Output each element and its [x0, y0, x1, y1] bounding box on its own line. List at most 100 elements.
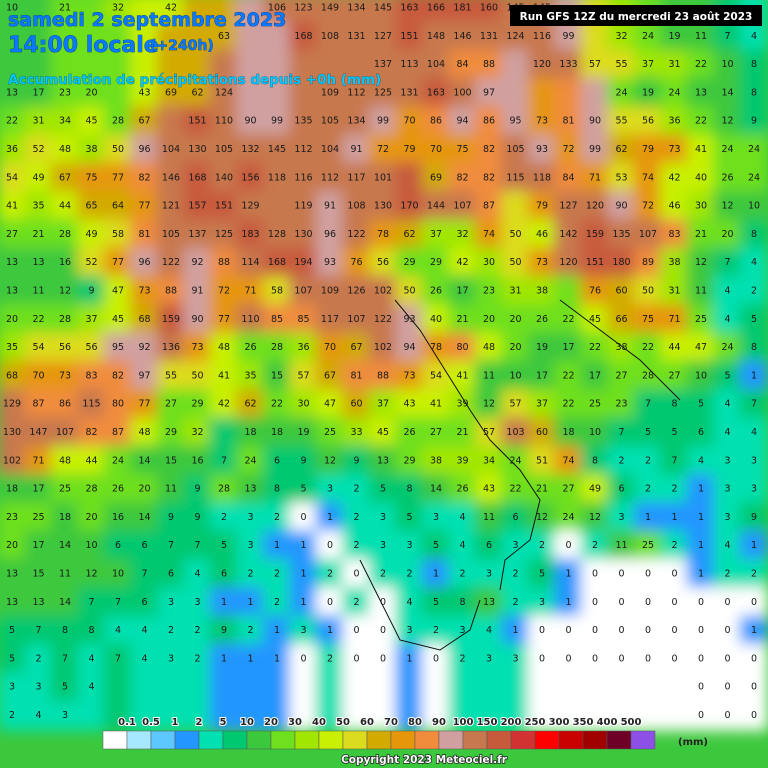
precip-value: 18 — [59, 512, 71, 523]
precip-value: 97 — [138, 370, 150, 381]
precip-value: 137 — [188, 229, 206, 240]
precip-value: 36 — [297, 342, 309, 353]
precip-cell — [262, 615, 292, 646]
precip-cell — [315, 700, 345, 731]
precip-cell — [77, 615, 106, 646]
precip-value: 102 — [374, 342, 392, 353]
precip-value: 42 — [165, 3, 177, 14]
precip-value: 5 — [9, 653, 15, 664]
precip-cell — [713, 672, 742, 703]
precip-cell — [501, 558, 530, 590]
precip-value: 7 — [645, 399, 651, 410]
precip-value: 12 — [721, 201, 733, 212]
precip-cell — [448, 275, 477, 307]
precip-value: 70 — [324, 342, 336, 353]
precip-value: 112 — [321, 172, 339, 183]
precip-cell — [24, 304, 53, 335]
precip-cell — [633, 643, 663, 675]
precip-value: 168 — [294, 31, 312, 42]
legend-label: 1 — [172, 717, 179, 728]
precip-cell — [342, 247, 371, 278]
precip-cell — [50, 643, 80, 675]
precip-value: 3 — [459, 625, 465, 636]
precip-cell — [395, 247, 424, 278]
precip-value: 3 — [380, 512, 386, 523]
precip-value: 0 — [353, 569, 359, 580]
precip-cell — [24, 332, 53, 363]
precip-value: 7 — [194, 540, 200, 551]
precip-value: 62 — [244, 399, 256, 410]
precip-value: 27 — [6, 229, 18, 240]
precip-value: 136 — [162, 342, 180, 353]
precip-cell — [448, 332, 477, 363]
precip-cell — [739, 49, 768, 80]
precip-value: 11 — [483, 512, 495, 523]
precip-value: 40 — [695, 172, 707, 183]
precip-value: 50 — [112, 144, 124, 155]
precip-value: 7 — [35, 625, 41, 636]
precip-value: 145 — [268, 144, 286, 155]
precip-value: 14 — [430, 484, 442, 495]
precip-cell — [289, 558, 318, 590]
precip-cell — [315, 502, 345, 533]
precip-cell — [368, 389, 398, 420]
precip-cell — [24, 615, 53, 646]
precip-cell — [501, 219, 530, 250]
precip-value: 3 — [724, 484, 730, 495]
precip-cell — [342, 530, 371, 561]
precip-cell — [262, 304, 292, 335]
precip-value: 22 — [695, 116, 707, 127]
precip-value: 62 — [191, 87, 203, 98]
precip-cell — [474, 389, 504, 420]
precip-cell — [156, 473, 186, 505]
precip-cell — [686, 304, 716, 335]
precip-value: 45 — [589, 314, 601, 325]
precip-cell — [633, 700, 663, 731]
precip-value: 180 — [612, 257, 630, 268]
precip-value: 0 — [724, 625, 730, 636]
precip-value: 41 — [695, 144, 707, 155]
precip-cell — [421, 389, 451, 420]
precip-cell — [24, 643, 53, 675]
precip-value: 46 — [536, 229, 548, 240]
precip-value: 128 — [268, 229, 286, 240]
precip-value: 44 — [59, 201, 71, 212]
precip-value: 73 — [138, 286, 150, 297]
precip-cell — [209, 49, 239, 80]
precip-cell — [0, 530, 27, 561]
precip-value: 14 — [721, 87, 733, 98]
precip-value: 105 — [506, 144, 524, 155]
precip-value: 50 — [191, 370, 203, 381]
precip-cell — [739, 106, 768, 137]
precip-value: 0 — [645, 625, 651, 636]
precip-cell — [236, 247, 265, 278]
precip-cell — [209, 558, 239, 590]
precip-cell — [474, 106, 504, 137]
precip-value: 2 — [539, 540, 545, 551]
precip-value: 58 — [271, 286, 283, 297]
precip-value: 73 — [668, 144, 680, 155]
precip-cell — [24, 106, 53, 137]
precip-value: 55 — [165, 370, 177, 381]
precip-cell — [660, 360, 689, 392]
precip-cell — [130, 672, 159, 703]
precip-value: 2 — [194, 625, 200, 636]
precip-cell — [183, 247, 212, 278]
precip-cell — [554, 558, 583, 590]
precip-cell — [24, 672, 53, 703]
precip-value: 2 — [459, 569, 465, 580]
precip-cell — [156, 700, 186, 731]
precip-value: 151 — [188, 116, 206, 127]
precip-value: 25 — [695, 314, 707, 325]
precip-value: 62 — [403, 229, 415, 240]
precip-value: 8 — [751, 342, 757, 353]
precip-value: 3 — [327, 484, 333, 495]
precip-cell — [342, 275, 371, 307]
precip-value: 37 — [85, 314, 97, 325]
precip-value: 10 — [509, 370, 521, 381]
precip-cell — [395, 558, 424, 590]
precip-value: 2 — [406, 569, 412, 580]
legend-label: 80 — [408, 717, 422, 728]
precip-value: 1 — [565, 597, 571, 608]
precip-cell — [209, 304, 239, 335]
